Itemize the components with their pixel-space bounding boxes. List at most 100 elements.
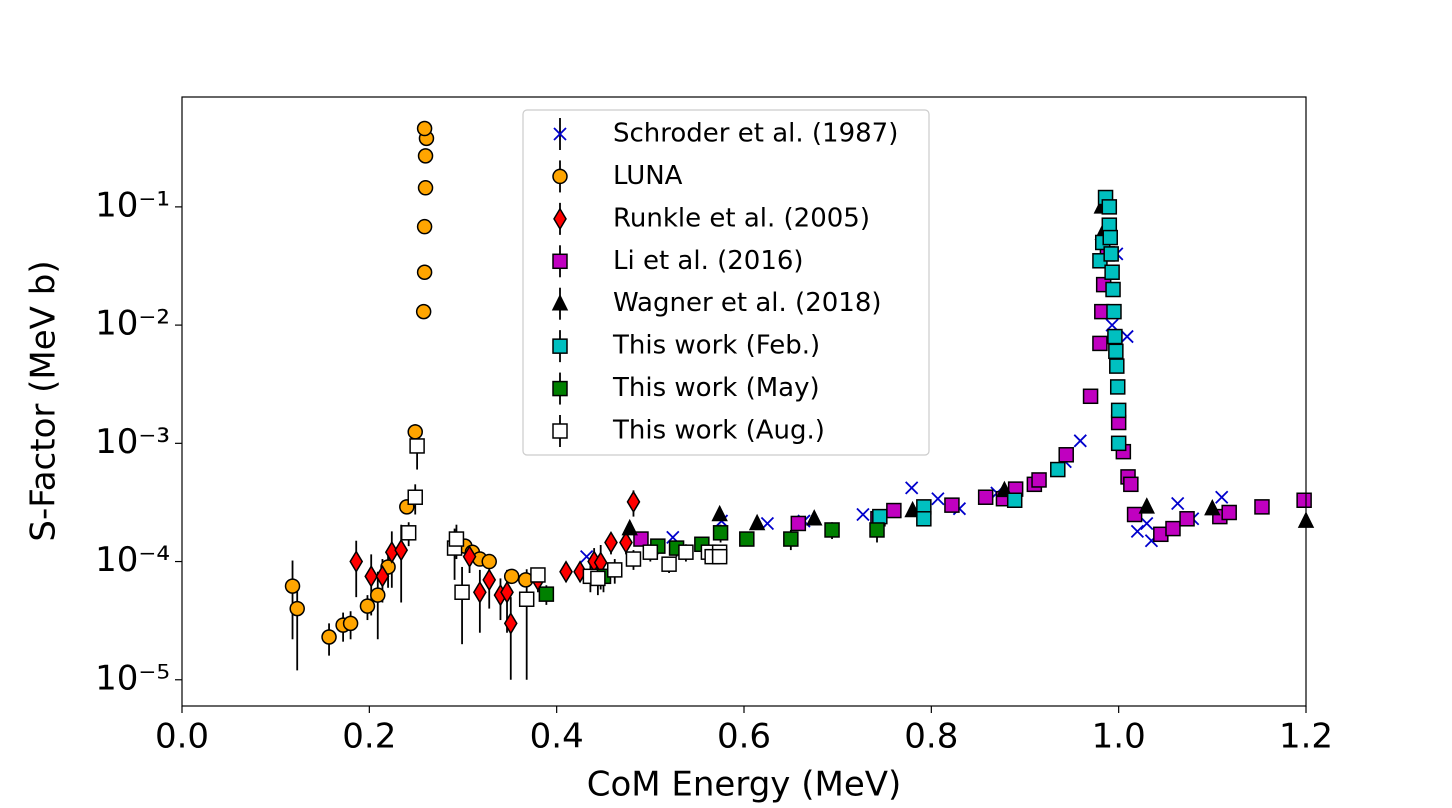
point bbox=[462, 545, 477, 569]
point bbox=[416, 120, 433, 137]
point bbox=[416, 264, 433, 280]
point bbox=[530, 567, 546, 583]
legend: Schroder et al. (1987) LUNA Runkle et al. … bbox=[522, 109, 930, 456]
legend-label: Li et al. (2016) bbox=[613, 246, 804, 276]
point bbox=[1215, 490, 1229, 504]
legend-label: Runkle et al. (2005) bbox=[613, 203, 870, 233]
legend-marker bbox=[552, 338, 568, 354]
legend-marker bbox=[552, 423, 568, 439]
point bbox=[1110, 435, 1127, 452]
point bbox=[375, 564, 390, 588]
y-tick-label: 10⁻¹ bbox=[95, 185, 170, 225]
point bbox=[417, 180, 434, 196]
point bbox=[1123, 476, 1139, 493]
plot-area bbox=[284, 120, 1315, 680]
point bbox=[448, 531, 465, 547]
point bbox=[416, 218, 433, 235]
point bbox=[621, 518, 638, 536]
point bbox=[1120, 329, 1134, 344]
point bbox=[1105, 281, 1121, 298]
y-tick-label: 10⁻⁵ bbox=[95, 658, 170, 698]
point bbox=[1165, 520, 1181, 537]
y-tick-label: 10⁻³ bbox=[95, 422, 170, 462]
y-axis-label: S-Factor (MeV b) bbox=[24, 260, 64, 541]
legend-frame bbox=[522, 109, 930, 456]
point bbox=[590, 570, 606, 587]
point bbox=[1073, 434, 1087, 448]
point bbox=[518, 591, 535, 607]
point bbox=[1171, 496, 1185, 511]
point bbox=[284, 578, 301, 594]
point bbox=[1031, 472, 1047, 488]
legend-label: Wagner et al. (2018) bbox=[613, 288, 882, 318]
point bbox=[417, 148, 434, 164]
point bbox=[606, 562, 623, 578]
point bbox=[559, 560, 573, 584]
legend-label: Schroder et al. (1987) bbox=[613, 119, 898, 149]
point bbox=[482, 568, 497, 592]
point bbox=[872, 508, 888, 525]
point bbox=[1103, 246, 1119, 262]
x-tick-label: 0.0 bbox=[155, 717, 209, 757]
point bbox=[633, 531, 649, 547]
point bbox=[931, 492, 945, 506]
point bbox=[1092, 335, 1108, 352]
legend-marker bbox=[552, 380, 568, 397]
point bbox=[739, 531, 755, 547]
point bbox=[944, 497, 960, 513]
x-tick-label: 0.6 bbox=[717, 717, 771, 757]
y-tick-label: 10⁻² bbox=[95, 304, 170, 344]
point bbox=[538, 586, 555, 602]
legend-marker bbox=[552, 253, 568, 270]
point bbox=[289, 600, 305, 617]
point bbox=[472, 580, 487, 604]
x-tick-label: 0.8 bbox=[904, 717, 958, 757]
point bbox=[661, 556, 677, 572]
point bbox=[481, 553, 497, 570]
point bbox=[1140, 516, 1154, 531]
point bbox=[394, 538, 409, 562]
plot-frame bbox=[181, 96, 1307, 707]
legend-marker bbox=[553, 207, 567, 231]
legend-marker bbox=[551, 294, 569, 311]
point bbox=[604, 531, 618, 554]
point bbox=[905, 481, 919, 495]
point bbox=[1138, 497, 1155, 514]
point bbox=[400, 525, 417, 541]
point bbox=[359, 598, 376, 614]
point bbox=[1106, 303, 1122, 320]
point bbox=[1221, 504, 1237, 521]
point bbox=[1102, 229, 1118, 246]
point bbox=[806, 509, 823, 526]
point bbox=[370, 587, 386, 603]
point bbox=[407, 489, 423, 505]
point bbox=[503, 611, 518, 635]
point bbox=[916, 511, 932, 527]
point bbox=[349, 550, 364, 574]
legend-marker bbox=[552, 168, 568, 185]
point bbox=[886, 502, 902, 519]
point bbox=[1126, 506, 1143, 523]
point bbox=[364, 564, 379, 588]
legend-label: This work (Feb.) bbox=[612, 331, 820, 361]
x-tick-label: 1.2 bbox=[1279, 717, 1333, 757]
point bbox=[321, 629, 337, 645]
point bbox=[1109, 379, 1126, 395]
x-tick-label: 0.4 bbox=[530, 717, 584, 757]
point bbox=[869, 522, 885, 538]
point bbox=[454, 584, 470, 600]
point bbox=[1254, 499, 1270, 515]
point bbox=[748, 513, 766, 531]
point bbox=[1101, 199, 1118, 215]
x-tick-label: 1.0 bbox=[1092, 717, 1146, 757]
legend-label: This work (May) bbox=[612, 373, 820, 403]
point bbox=[1107, 328, 1123, 345]
point bbox=[407, 424, 423, 440]
point bbox=[711, 548, 728, 565]
legend-marker bbox=[553, 127, 567, 141]
point bbox=[1179, 511, 1195, 527]
point bbox=[1006, 492, 1023, 508]
y-tick-label: 10⁻⁴ bbox=[95, 540, 170, 580]
point bbox=[626, 490, 641, 514]
point bbox=[642, 544, 659, 560]
